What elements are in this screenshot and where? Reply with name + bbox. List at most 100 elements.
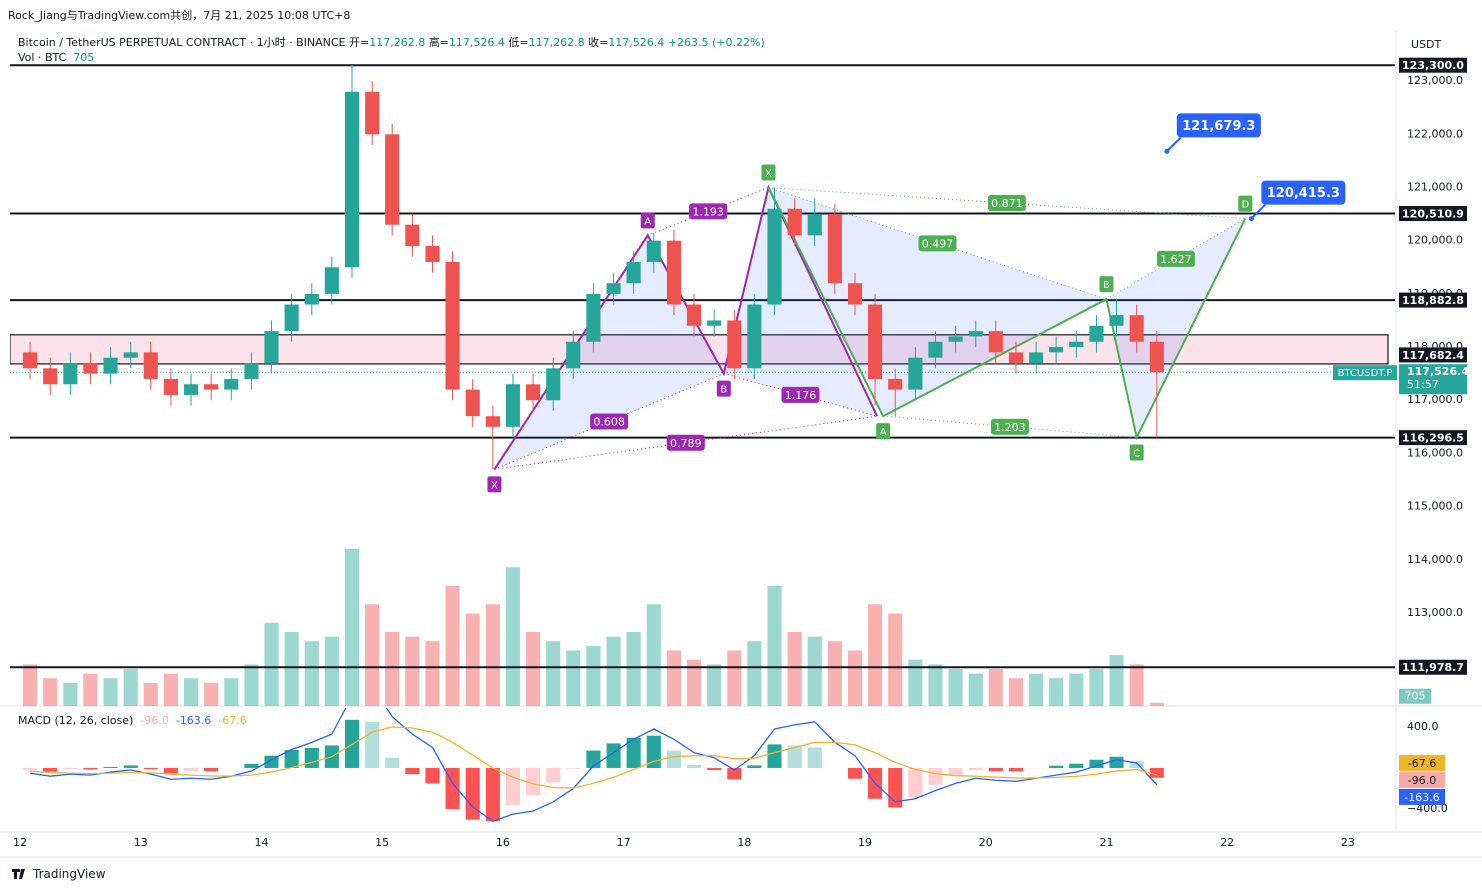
ratio-box bbox=[781, 386, 820, 403]
volume-bar bbox=[566, 650, 581, 706]
ratio-box bbox=[987, 195, 1026, 212]
macd-histogram bbox=[888, 767, 903, 808]
macd-histogram bbox=[143, 767, 158, 770]
hist-value: -96.0 bbox=[140, 714, 169, 727]
macd-histogram bbox=[988, 767, 1003, 772]
volume-bar bbox=[304, 641, 319, 706]
macd-histogram bbox=[163, 767, 178, 774]
level-label-box bbox=[1399, 430, 1467, 446]
macd-histogram bbox=[284, 750, 299, 768]
legend-volume: Vol · BTC 705 bbox=[18, 51, 94, 64]
candle-body bbox=[445, 261, 460, 390]
candle-body bbox=[1109, 315, 1124, 326]
macd-histogram bbox=[43, 767, 58, 772]
macd-histogram bbox=[566, 767, 581, 769]
x-tick-label: 16 bbox=[496, 836, 510, 849]
x-tick-label: 22 bbox=[1220, 836, 1234, 849]
candle-body bbox=[1029, 352, 1044, 363]
volume-bar bbox=[606, 636, 621, 706]
macd-histogram bbox=[304, 747, 319, 768]
level-label-box bbox=[1399, 292, 1467, 308]
macd-histogram bbox=[948, 767, 963, 776]
volume-bar bbox=[163, 673, 178, 706]
volume-bar bbox=[1029, 673, 1044, 706]
x-tick-label: 17 bbox=[617, 836, 631, 849]
macd-histogram bbox=[1008, 767, 1024, 772]
volume-bar bbox=[385, 632, 400, 706]
level-label: 118,882.8 bbox=[1402, 294, 1464, 307]
candle-body bbox=[22, 352, 38, 369]
macd-histogram bbox=[727, 767, 742, 780]
candle-body bbox=[546, 368, 561, 401]
volume-bar bbox=[324, 636, 339, 706]
candle-body bbox=[505, 384, 520, 427]
point-label: B bbox=[720, 385, 727, 396]
level-label: 116,296.5 bbox=[1402, 432, 1464, 445]
candle-body bbox=[184, 384, 199, 395]
volume-bar bbox=[264, 622, 279, 706]
ohlc-value: 117,526.4 bbox=[448, 36, 505, 49]
volume-bar bbox=[1109, 655, 1124, 706]
macd-histogram bbox=[385, 757, 400, 768]
macd-histogram bbox=[244, 763, 259, 768]
macd-histogram bbox=[505, 767, 520, 805]
y-tick-label: 122,000.0 bbox=[1407, 127, 1463, 140]
macd-histogram bbox=[83, 767, 98, 770]
candle-body bbox=[888, 378, 903, 390]
candle-body bbox=[526, 384, 541, 401]
point-label: X bbox=[491, 480, 498, 491]
ratio-box bbox=[918, 235, 957, 252]
ratio-label: 0.608 bbox=[593, 415, 625, 428]
volume-bar bbox=[1089, 669, 1104, 706]
candle-body bbox=[143, 352, 158, 379]
point-label: C bbox=[1133, 448, 1140, 459]
last-price-label: 117,526.4 bbox=[1407, 365, 1469, 378]
ratio-label: 0.789 bbox=[670, 437, 702, 450]
volume-bar bbox=[83, 673, 98, 706]
candle-body bbox=[365, 91, 380, 135]
footer: TradingView bbox=[33, 867, 106, 881]
legend-main: Bitcoin / TetherUS PERPETUAL CONTRACT · … bbox=[18, 34, 765, 50]
volume-bar bbox=[968, 673, 983, 706]
level-label-box bbox=[1399, 57, 1467, 73]
x-tick-label: 19 bbox=[858, 836, 872, 849]
level-label: 120,510.9 bbox=[1402, 208, 1464, 221]
volume-bar bbox=[284, 632, 299, 706]
macd-histogram bbox=[22, 767, 38, 771]
point-box bbox=[640, 212, 655, 229]
target-point bbox=[1248, 216, 1254, 222]
target-point bbox=[1164, 148, 1170, 154]
ratio-label: 0.871 bbox=[991, 197, 1023, 210]
macd-histogram bbox=[807, 747, 822, 768]
point-label: B bbox=[1103, 280, 1110, 291]
ratio-box bbox=[689, 203, 728, 220]
candle-body bbox=[1089, 325, 1104, 342]
macd-badge: -67.6 bbox=[1408, 757, 1436, 770]
candle-body bbox=[646, 240, 661, 262]
volume-badge-box bbox=[1399, 688, 1431, 704]
macd-histogram bbox=[707, 767, 722, 771]
macd-histogram bbox=[787, 745, 802, 768]
candle-body bbox=[163, 378, 178, 395]
ohlc-value: 117,262.8 bbox=[369, 36, 426, 49]
macd-title: MACD (12, 26, close) bbox=[18, 714, 134, 727]
ohlc-label: 开= bbox=[348, 36, 370, 49]
ohlc-label: 收= bbox=[588, 36, 609, 49]
macd-histogram bbox=[908, 767, 923, 798]
volume-bar bbox=[63, 682, 78, 706]
macd-histogram bbox=[1149, 767, 1164, 778]
candle-body bbox=[787, 208, 802, 236]
macd-tick-label: 400.0 bbox=[1407, 720, 1439, 733]
point-label: A bbox=[880, 427, 887, 438]
candle-body bbox=[1008, 352, 1024, 363]
x-tick-label: 12 bbox=[13, 836, 27, 849]
point-box bbox=[1129, 444, 1144, 461]
macd-histogram bbox=[103, 766, 118, 768]
x-tick-label: 14 bbox=[254, 836, 268, 849]
zone-label: 117,682.4 bbox=[1402, 349, 1464, 362]
ratio-label: 1.193 bbox=[692, 205, 724, 218]
volume-bar bbox=[224, 678, 239, 706]
ratio-line bbox=[768, 187, 1107, 300]
candle-body bbox=[103, 357, 118, 374]
volume-bar bbox=[485, 604, 500, 706]
